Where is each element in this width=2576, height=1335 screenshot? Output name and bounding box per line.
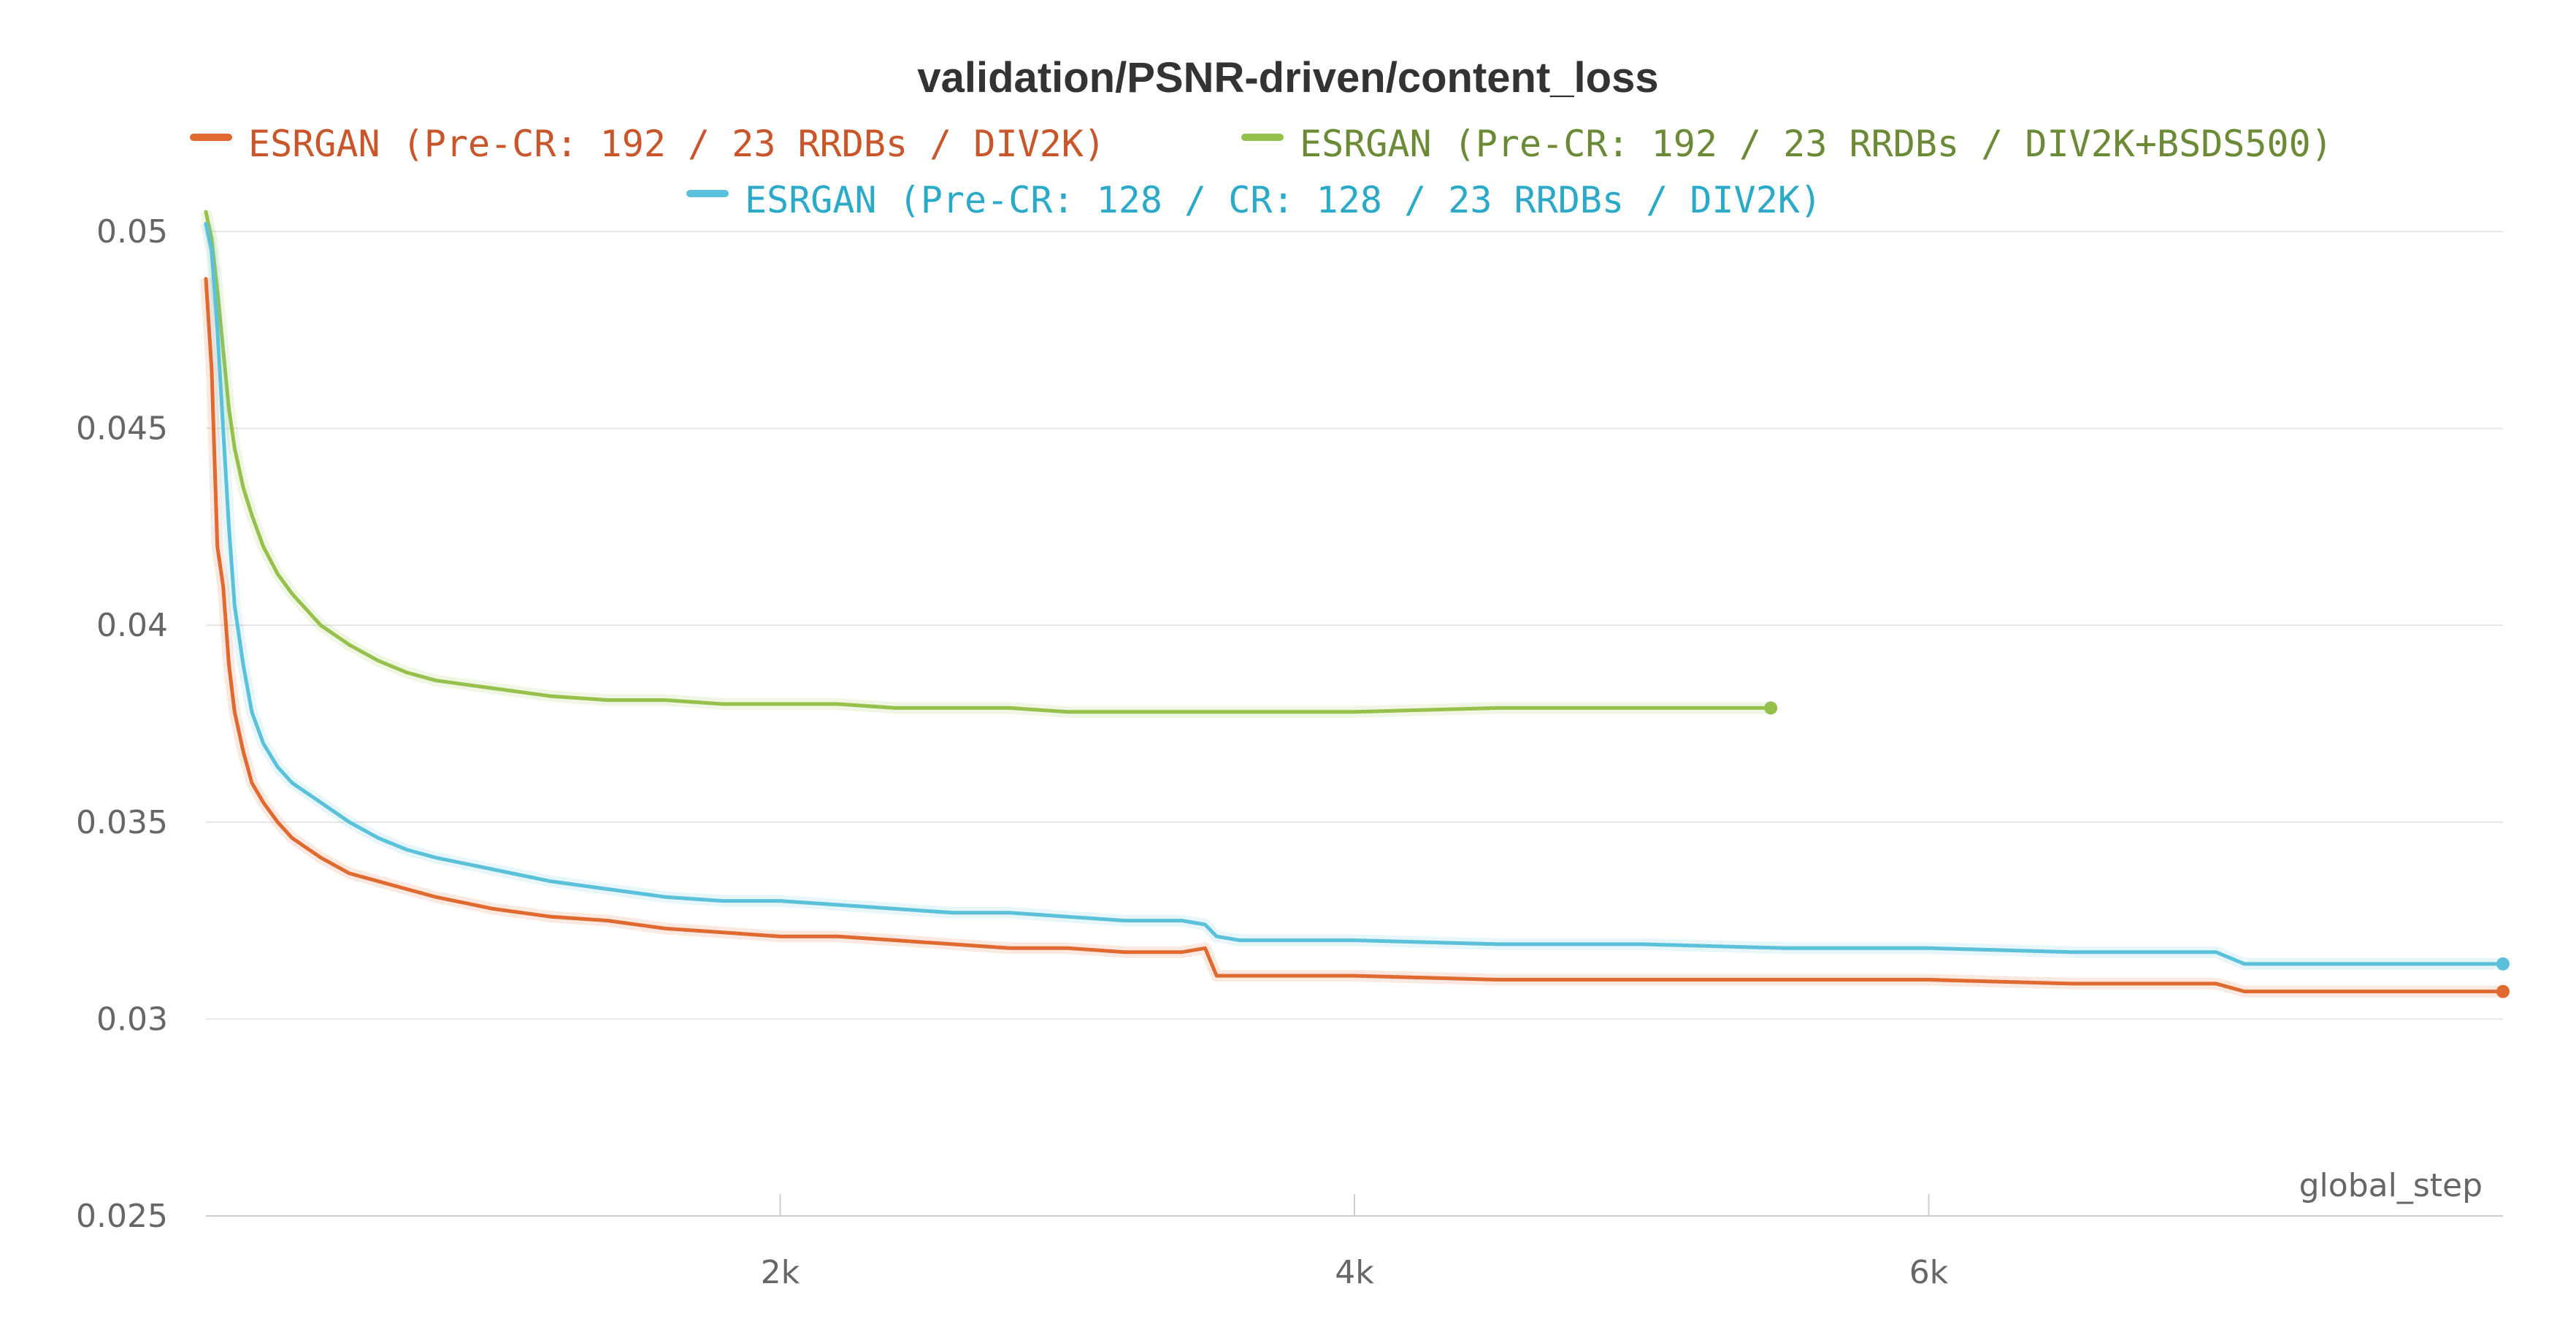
legend-label: ESRGAN (Pre-CR: 192 / 23 RRDBs / DIV2K) <box>248 123 1105 165</box>
series-endpoint-3[interactable] <box>2496 957 2510 971</box>
series-line-halo-3 <box>200 222 2503 970</box>
y-tick-label: 0.03 <box>96 1001 168 1038</box>
series-line-1[interactable] <box>204 277 2505 994</box>
x-tick-label: 6k <box>1909 1254 1949 1291</box>
axes: 2k 4k 6k <box>206 1194 2503 1291</box>
x-axis-label: global_step <box>2299 1167 2483 1204</box>
series-endpoint-2[interactable] <box>1764 701 1778 715</box>
series-endpoint-1[interactable] <box>2496 984 2510 998</box>
y-tick-label: 0.04 <box>96 607 168 644</box>
y-tick-label: 0.045 <box>76 410 168 448</box>
x-tick-label: 4k <box>1335 1254 1374 1291</box>
legend-item-series-2[interactable]: ESRGAN (Pre-CR: 192 / 23 RRDBs / DIV2K+B… <box>1241 123 2333 165</box>
y-tick-label: 0.05 <box>96 213 168 250</box>
y-tick-label: 0.035 <box>76 804 168 841</box>
grid: 0.05 0.045 0.04 0.035 0.03 0.025 <box>76 213 2503 1235</box>
series-line-2[interactable] <box>204 210 1773 714</box>
legend-label: ESRGAN (Pre-CR: 128 / CR: 128 / 23 RRDBs… <box>745 179 1822 221</box>
legend-item-series-1[interactable]: ESRGAN (Pre-CR: 192 / 23 RRDBs / DIV2K) <box>190 123 1105 165</box>
legend-label: ESRGAN (Pre-CR: 192 / 23 RRDBs / DIV2K+B… <box>1300 123 2333 165</box>
legend-item-series-3[interactable]: ESRGAN (Pre-CR: 128 / CR: 128 / 23 RRDBs… <box>686 179 1822 221</box>
series-line-3[interactable] <box>204 221 2505 966</box>
chart-title: validation/PSNR-driven/content_loss <box>917 54 1658 102</box>
series-layer <box>200 210 2510 998</box>
series-line-halo-2 <box>200 210 1771 718</box>
y-tick-label: 0.025 <box>76 1198 168 1235</box>
x-tick-label: 2k <box>761 1254 800 1291</box>
legend: ESRGAN (Pre-CR: 192 / 23 RRDBs / DIV2K) … <box>190 123 2333 221</box>
